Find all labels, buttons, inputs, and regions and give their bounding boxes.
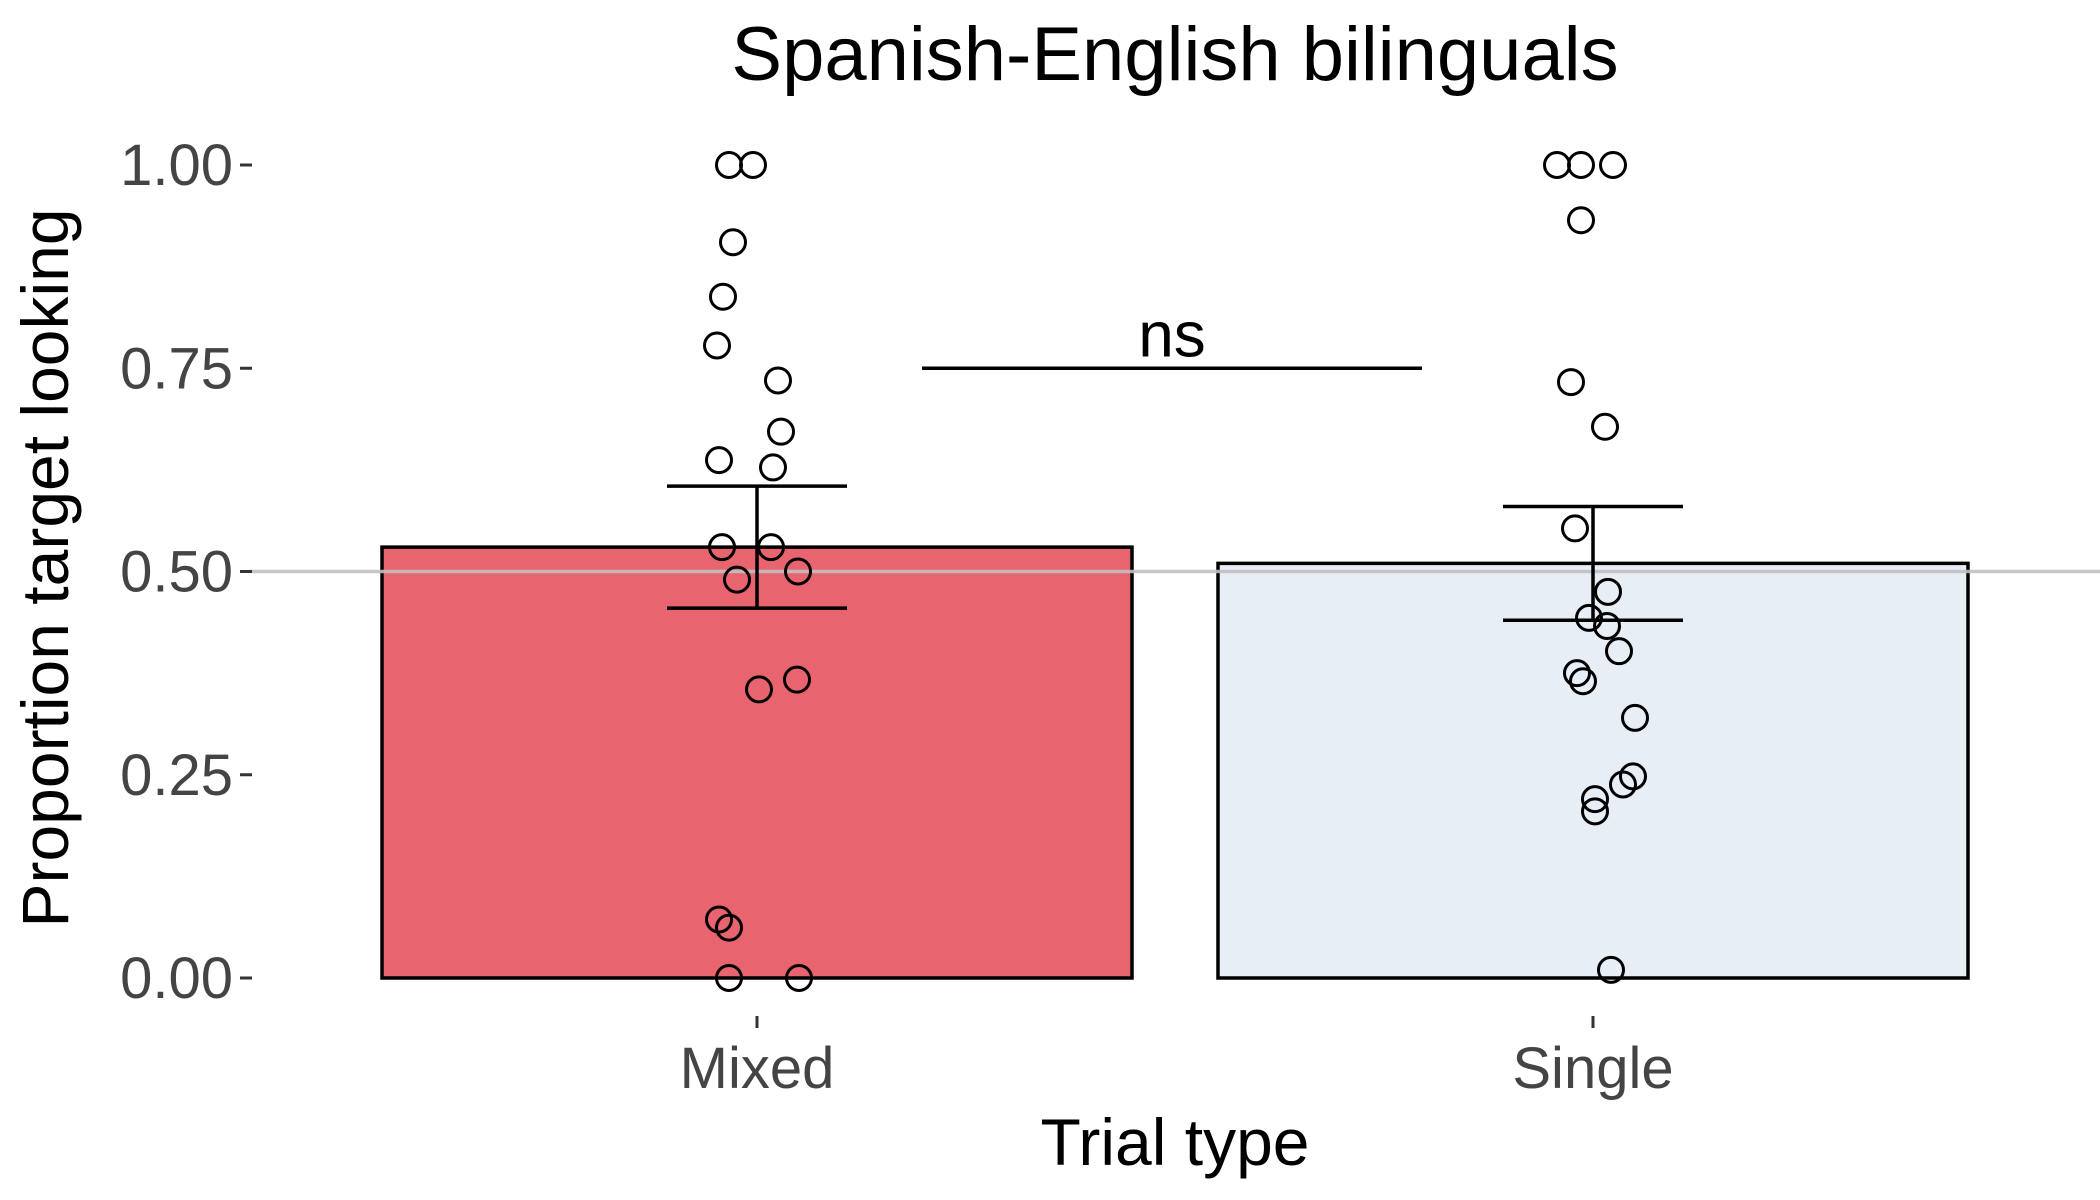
data-point (1609, 770, 1637, 799)
data-point (715, 913, 743, 942)
data-point (719, 228, 747, 257)
data-point (764, 366, 792, 395)
data-point (785, 964, 813, 992)
x-tick-label: Mixed (680, 1036, 835, 1101)
data-point (1597, 955, 1625, 984)
data-point (723, 565, 751, 594)
data-point (745, 675, 773, 704)
data-point (703, 331, 731, 360)
y-tick-label: 0.25 (120, 743, 233, 808)
data-point (1599, 151, 1627, 179)
data-point (709, 282, 737, 311)
significance-label: ns (1138, 298, 1206, 370)
y-axis: 0.00 0.25 0.50 0.75 1.00 (120, 133, 252, 1011)
y-axis-title: Proportion target looking (8, 208, 82, 927)
data-point (1575, 603, 1603, 632)
data-point (1594, 577, 1622, 606)
data-point (1581, 785, 1609, 814)
data-point (784, 557, 812, 586)
data-point (1619, 762, 1647, 791)
data-point (1543, 151, 1571, 179)
data-point (1591, 412, 1619, 441)
y-tick-label: 0.75 (120, 336, 233, 401)
y-tick-label: 1.00 (120, 133, 233, 198)
data-point (1581, 797, 1609, 826)
x-tick-label: Single (1512, 1036, 1673, 1101)
error-bar-single (1503, 504, 1683, 623)
data-point (1567, 206, 1595, 235)
data-point (715, 964, 743, 992)
y-tick-label: 0.50 (120, 540, 233, 605)
data-point (705, 446, 733, 475)
x-axis: Mixed Single (680, 1016, 1674, 1101)
data-point (705, 905, 733, 934)
data-point (1563, 659, 1591, 688)
data-point (739, 151, 767, 179)
data-point (757, 533, 785, 562)
data-point (708, 533, 736, 562)
data-point (759, 453, 787, 482)
chart-title: Spanish-English bilinguals (731, 12, 1618, 97)
data-point (1593, 611, 1621, 640)
bar-mixed (380, 545, 1134, 980)
data-point (767, 417, 795, 446)
x-axis-title: Trial type (1041, 1105, 1310, 1179)
data-point (1561, 514, 1589, 543)
data-point (1557, 368, 1585, 397)
data-point (715, 151, 743, 179)
data-point (783, 665, 811, 694)
data-point (1605, 637, 1633, 666)
data-point (1621, 703, 1649, 732)
data-point (1567, 151, 1595, 179)
data-point (1569, 667, 1597, 696)
plot-area: ns (250, 151, 2100, 992)
y-tick-label: 0.00 (120, 946, 233, 1011)
bar-single (1216, 561, 1970, 980)
